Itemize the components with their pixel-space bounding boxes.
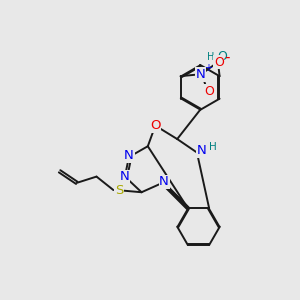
- Text: +: +: [204, 63, 212, 73]
- Text: N: N: [120, 170, 130, 183]
- Text: O: O: [150, 119, 160, 132]
- Text: N: N: [196, 68, 206, 81]
- Text: N: N: [159, 176, 169, 188]
- Text: N: N: [197, 144, 206, 158]
- Text: O: O: [204, 85, 214, 98]
- Text: H: H: [207, 52, 215, 62]
- Text: H: H: [209, 142, 217, 152]
- Text: -: -: [225, 50, 230, 65]
- Text: S: S: [115, 184, 123, 197]
- Text: O: O: [217, 50, 227, 63]
- Text: N: N: [124, 149, 134, 162]
- Text: O: O: [214, 56, 224, 69]
